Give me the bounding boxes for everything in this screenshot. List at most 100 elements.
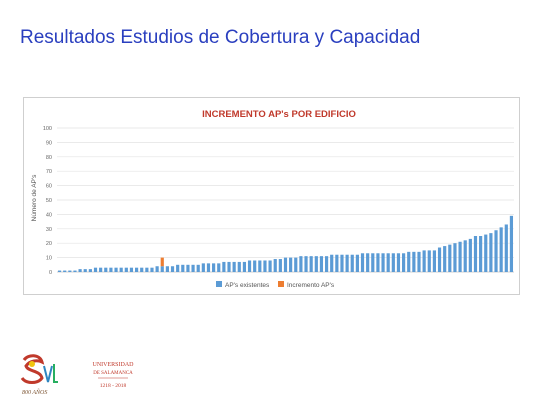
bar-existing (155, 266, 159, 272)
y-tick-label: 80 (46, 155, 52, 161)
bar-existing (484, 234, 488, 272)
bar-existing (93, 267, 98, 272)
bar-existing (129, 267, 134, 272)
bar-existing (73, 270, 77, 272)
y-tick-label: 10 (46, 256, 52, 262)
bar-existing (504, 224, 508, 272)
bar-existing (453, 243, 457, 272)
bar-existing (381, 253, 385, 272)
bar-increment (160, 257, 164, 267)
bar-existing (212, 263, 216, 272)
bar-existing (196, 264, 200, 272)
legend-swatch-existing (216, 281, 222, 287)
bar-existing (417, 251, 421, 272)
bar-existing (345, 254, 349, 272)
bar-existing (479, 236, 483, 272)
bar-existing (340, 254, 344, 272)
y-tick-labels: 0 10 20 30 40 50 60 70 80 90 100 (43, 126, 52, 276)
grid-layer (57, 127, 514, 273)
bar-existing (494, 230, 498, 272)
bar-existing (499, 227, 503, 272)
bar-existing (206, 263, 211, 272)
bar-existing (88, 269, 92, 272)
bar-existing (181, 264, 185, 272)
bar-existing (463, 240, 467, 272)
bar-existing (227, 261, 231, 272)
bar-existing (412, 251, 416, 272)
bar-existing (314, 256, 318, 272)
bar-existing (422, 250, 426, 272)
bar-existing (124, 267, 128, 272)
usal-logo: 800 AÑOS (20, 354, 58, 396)
bar-existing (283, 257, 288, 272)
bar-existing (222, 261, 226, 272)
bar-existing (160, 266, 164, 272)
bar-existing (304, 256, 308, 272)
bar-layer (57, 215, 514, 272)
bar-existing (263, 260, 267, 272)
bar-existing (489, 233, 493, 272)
bar-existing (386, 253, 390, 272)
bar-existing (458, 241, 462, 272)
bar-existing (319, 256, 324, 272)
anniversary-years: 1218 - 2018 (100, 383, 127, 389)
bar-existing (83, 269, 87, 272)
bar-existing (309, 256, 313, 272)
bar-existing (437, 247, 442, 272)
bar-existing (350, 254, 354, 272)
chart-frame: INCREMENTO AP's POR EDIFICIO Número de A… (23, 97, 520, 295)
bar-existing (109, 267, 113, 272)
bar-existing (78, 269, 82, 272)
y-tick-label: 70 (46, 169, 52, 175)
bar-existing (509, 215, 514, 272)
bar-existing (468, 238, 472, 272)
bar-existing (258, 260, 262, 272)
bar-existing (176, 264, 180, 272)
bar-existing (473, 236, 478, 272)
y-tick-label: 30 (46, 227, 52, 233)
ap-increment-chart: INCREMENTO AP's POR EDIFICIO Número de A… (31, 109, 514, 289)
legend: AP's existentes Incremento AP's (216, 281, 335, 289)
bar-existing (186, 264, 190, 272)
university-name-line2: DE SALAMANCA (93, 371, 133, 376)
bar-existing (273, 259, 277, 272)
bar-existing (242, 261, 247, 272)
bar-existing (391, 253, 395, 272)
slide-title: Resultados Estudios de Cobertura y Capac… (20, 27, 421, 48)
bar-existing (140, 267, 144, 272)
bar-existing (104, 267, 108, 272)
bar-existing (99, 267, 103, 272)
bar-existing (376, 253, 380, 272)
bar-existing (247, 260, 252, 272)
bar-existing (278, 259, 282, 272)
y-tick-label: 100 (43, 126, 52, 132)
bar-existing (237, 261, 241, 272)
bar-existing (135, 267, 139, 272)
university-crest: UNIVERSIDAD DE SALAMANCA 1218 - 2018 (93, 362, 135, 389)
bar-existing (170, 266, 175, 272)
bar-existing (324, 256, 329, 272)
bar-existing (63, 270, 67, 272)
bar-existing (330, 254, 334, 272)
bar-existing (432, 250, 436, 272)
y-tick-label: 50 (46, 198, 52, 204)
bar-existing (145, 267, 149, 272)
bar-existing (402, 253, 406, 272)
bar-existing (289, 257, 293, 272)
bar-existing (335, 254, 339, 272)
bar-existing (448, 244, 452, 272)
bar-existing (443, 246, 447, 272)
y-tick-label: 60 (46, 184, 52, 190)
legend-label-existing: AP's existentes (225, 282, 270, 289)
bar-existing (232, 261, 236, 272)
bar-existing (360, 253, 365, 272)
y-tick-label: 40 (46, 212, 52, 218)
bar-existing (114, 267, 118, 272)
legend-label-increment: Incremento AP's (287, 282, 335, 289)
bar-existing (268, 260, 272, 272)
chart-title: INCREMENTO AP's POR EDIFICIO (202, 109, 356, 120)
bar-existing (57, 270, 62, 272)
bar-existing (201, 263, 205, 272)
logo-motto: 800 AÑOS (22, 388, 47, 396)
bar-existing (427, 250, 431, 272)
